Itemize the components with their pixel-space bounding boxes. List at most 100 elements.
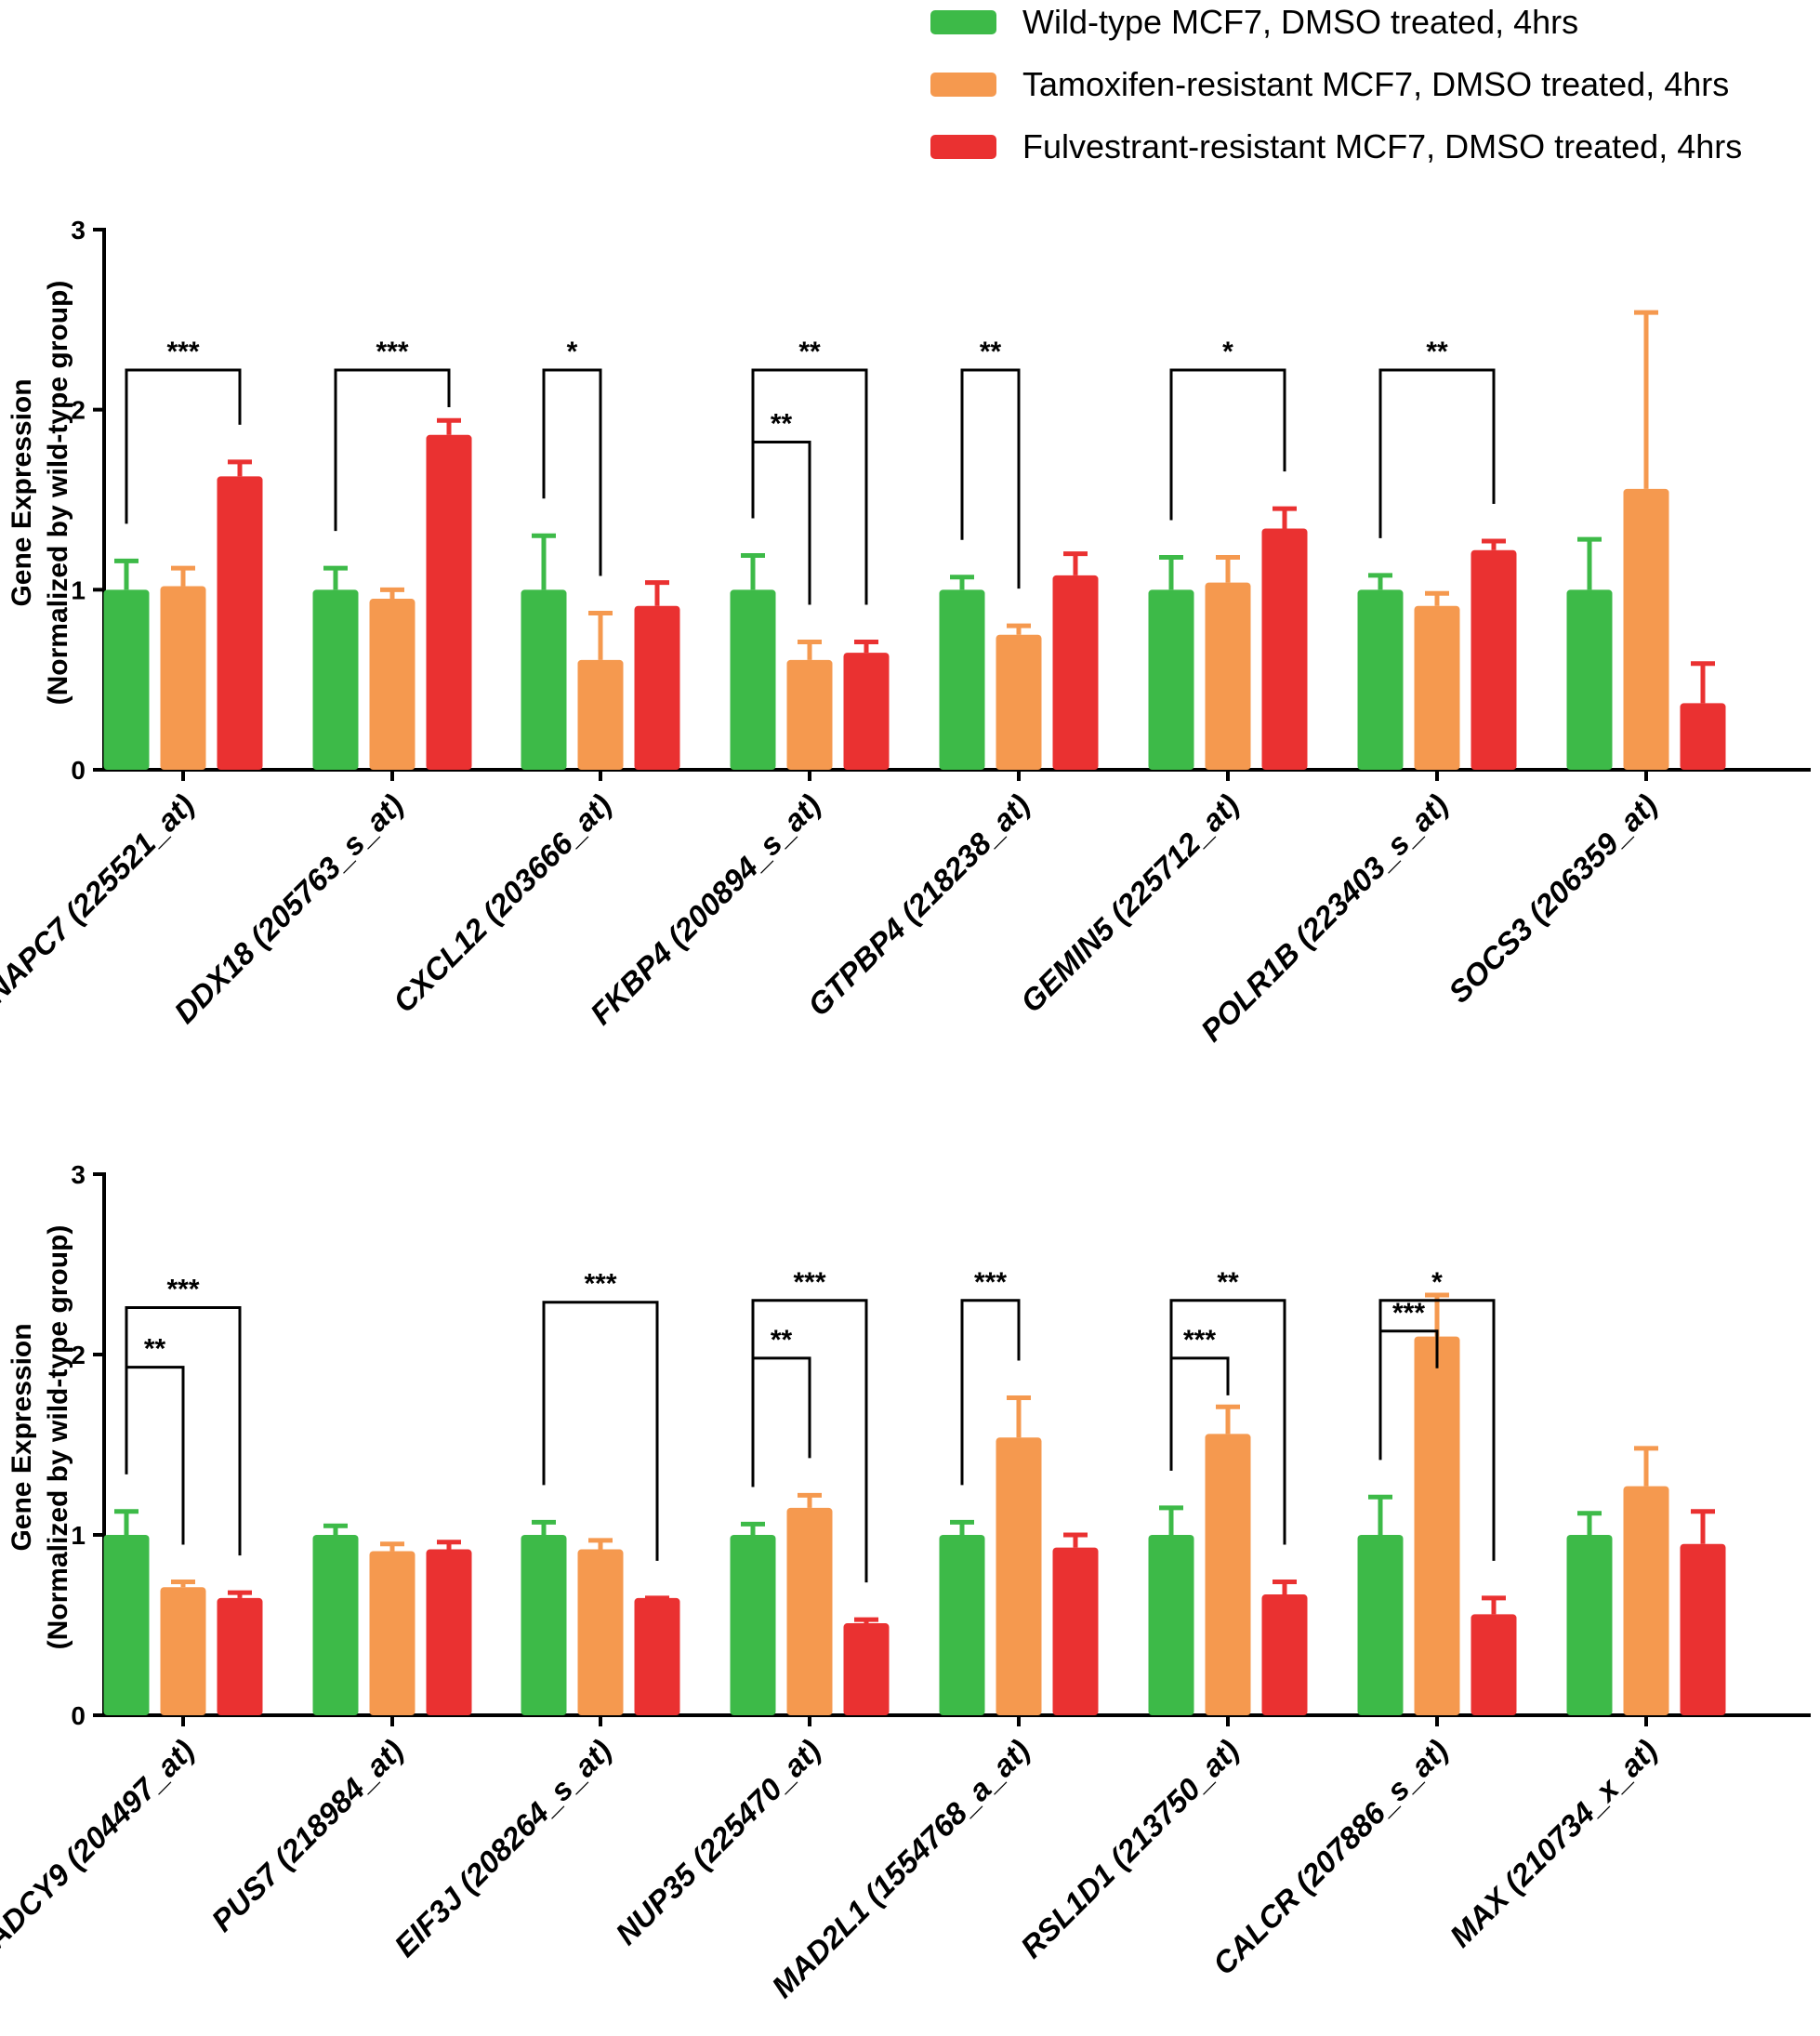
significance-bracket — [334, 368, 451, 532]
y-tick-label: 1 — [71, 1521, 86, 1550]
bar — [1205, 582, 1251, 770]
bar — [634, 1597, 680, 1715]
significance-bracket — [960, 368, 1021, 589]
bar — [312, 1535, 359, 1715]
category-label: CXCL12 (203666_at) — [387, 787, 618, 1019]
significance-label: *** — [793, 1267, 825, 1298]
bar — [786, 1507, 833, 1715]
y-tick-label: 0 — [71, 1701, 86, 1730]
significance-label: ** — [771, 1325, 793, 1355]
category-label: PUS7 (218984_at) — [204, 1733, 410, 1938]
bar — [1261, 1594, 1308, 1715]
bar — [160, 586, 206, 770]
significance-label: ** — [144, 1334, 166, 1365]
bar — [103, 1535, 150, 1715]
bar — [1471, 1614, 1517, 1715]
category-label: MAX (210734_x_at) — [1443, 1733, 1664, 1954]
bar — [843, 653, 890, 770]
bar — [577, 1549, 624, 1715]
category-label: NUP35 (225470_at) — [609, 1733, 827, 1951]
significance-bracket — [125, 368, 242, 524]
significance-bracket — [751, 1356, 811, 1487]
y-tick-label: 1 — [71, 575, 86, 604]
y-tick-label: 2 — [71, 1341, 86, 1369]
bar — [843, 1623, 890, 1715]
y-tick-label: 3 — [71, 1160, 86, 1189]
y-tick-label: 0 — [71, 756, 86, 785]
bar — [312, 589, 359, 770]
legend-item-wild-type: Wild-type MCF7, DMSO treated, 4hrs — [930, 3, 1578, 41]
significance-bracket — [542, 1301, 659, 1561]
significance-label: * — [567, 337, 578, 367]
significance-bracket — [1378, 1329, 1439, 1461]
significance-label: ** — [980, 337, 1002, 367]
bar — [426, 434, 472, 770]
bar — [1205, 1434, 1251, 1715]
significance-label: *** — [974, 1267, 1007, 1298]
bar — [1148, 589, 1194, 770]
significance-label: * — [1431, 1267, 1443, 1298]
y-tick-label: 2 — [71, 396, 86, 425]
bar — [1414, 1336, 1460, 1715]
legend-label-fulvestrant: Fulvestrant-resistant MCF7, DMSO treated… — [1022, 127, 1742, 165]
significance-bracket — [125, 1366, 185, 1545]
bar — [939, 1535, 985, 1715]
bar — [369, 1551, 415, 1715]
bar — [1148, 1535, 1194, 1715]
significance-label: *** — [1183, 1325, 1216, 1355]
y-axis-sublabel-top: (Normalized by wild-type group) — [43, 281, 73, 706]
bar — [730, 589, 776, 770]
bar — [939, 589, 985, 770]
category-label: SOCS3 (206359_at) — [1442, 787, 1664, 1010]
bar — [1566, 1535, 1613, 1715]
bar — [1261, 528, 1308, 770]
significance-label: *** — [1392, 1298, 1425, 1329]
significance-label: ** — [1426, 337, 1448, 367]
significance-bracket — [542, 368, 602, 576]
y-tick-label: 3 — [71, 216, 86, 245]
bar — [1566, 589, 1613, 770]
significance-label: *** — [376, 337, 408, 367]
bar — [1357, 589, 1404, 770]
category-label: GEMIN5 (225712_at) — [1014, 787, 1246, 1019]
bar — [1414, 605, 1460, 770]
category-label: CALCR (207886_s_at) — [1207, 1733, 1455, 1981]
category-label: POLR1B (223403_s_at) — [1194, 787, 1455, 1048]
bar — [1471, 549, 1517, 770]
chart-panel-bottom: Gene Expression (Normalized by wild-type… — [0, 1160, 1811, 2004]
significance-label: ** — [771, 409, 793, 440]
bar — [521, 1535, 567, 1715]
bar — [1623, 1486, 1669, 1715]
significance-label: ** — [798, 337, 821, 367]
legend-swatch-fulvestrant — [930, 135, 996, 159]
bar — [786, 659, 833, 770]
bar — [1052, 1547, 1099, 1715]
bar — [577, 659, 624, 770]
significance-bracket — [751, 441, 811, 605]
significance-bracket — [1169, 368, 1286, 521]
significance-label: *** — [166, 337, 199, 367]
significance-label: *** — [166, 1275, 199, 1305]
category-label: DDX18 (205763_s_at) — [167, 787, 410, 1030]
category-label: FKBP4 (200894_s_at) — [584, 787, 827, 1031]
legend-label-tamoxifen: Tamoxifen-resistant MCF7, DMSO treated, … — [1022, 65, 1729, 103]
bar — [103, 589, 150, 770]
bar — [160, 1587, 206, 1715]
bar — [1680, 1543, 1726, 1715]
y-axis-sublabel-bottom: (Normalized by wild-type group) — [43, 1225, 73, 1650]
legend-swatch-wild-type — [930, 10, 996, 34]
bar — [1052, 575, 1099, 770]
bar — [730, 1535, 776, 1715]
significance-bracket — [1169, 1356, 1230, 1471]
significance-label: *** — [584, 1269, 616, 1300]
category-label: ADCY9 (204497_at) — [0, 1733, 201, 1956]
y-axis-label-top: Gene Expression — [7, 378, 37, 606]
category-label: ANAPC7 (225521_at) — [0, 787, 201, 1025]
bar — [217, 1597, 263, 1715]
category-label: GTPBP4 (218238_at) — [801, 787, 1036, 1023]
chart-panel-top: Gene Expression (Normalized by wild-type… — [0, 216, 1811, 1048]
bar — [426, 1549, 472, 1715]
legend-item-fulvestrant: Fulvestrant-resistant MCF7, DMSO treated… — [930, 127, 1742, 165]
bar — [217, 476, 263, 770]
